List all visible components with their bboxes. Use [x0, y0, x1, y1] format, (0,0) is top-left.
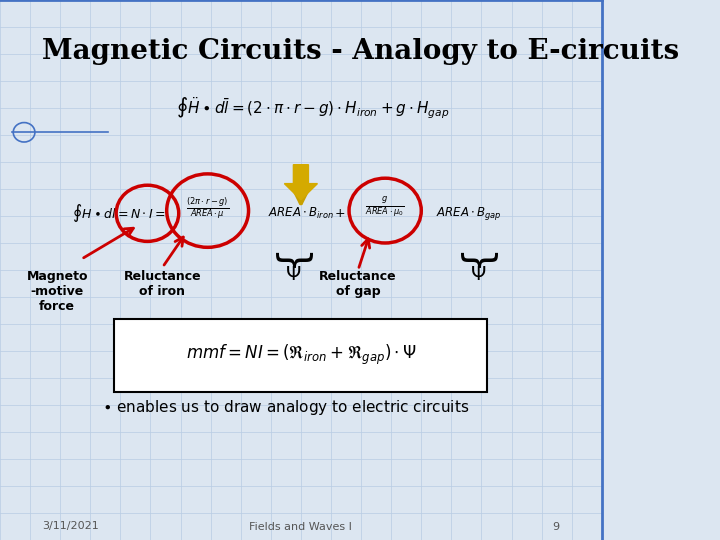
Text: 9: 9	[552, 522, 559, 531]
Text: $+$: $+$	[334, 207, 346, 220]
Text: $mmf = NI = (\mathfrak{R}_{iron} + \mathfrak{R}_{gap}) \cdot \Psi$: $mmf = NI = (\mathfrak{R}_{iron} + \math…	[186, 343, 416, 367]
Text: $\bullet$ enables us to draw analogy to electric circuits: $\bullet$ enables us to draw analogy to …	[102, 398, 469, 417]
Text: Reluctance
of gap: Reluctance of gap	[319, 270, 397, 298]
Text: Magnetic Circuits - Analogy to E-circuits: Magnetic Circuits - Analogy to E-circuit…	[42, 38, 679, 65]
FancyBboxPatch shape	[114, 319, 487, 392]
Text: $\oint H \bullet dl = N \cdot I =$: $\oint H \bullet dl = N \cdot I =$	[72, 202, 166, 224]
Text: Reluctance
of iron: Reluctance of iron	[124, 270, 202, 298]
Text: Magneto
-motive
force: Magneto -motive force	[27, 270, 88, 313]
Text: $\}$: $\}$	[273, 246, 314, 268]
Text: Fields and Waves I: Fields and Waves I	[249, 522, 352, 531]
FancyArrow shape	[284, 165, 318, 200]
Text: $AREA \cdot B_{gap}$: $AREA \cdot B_{gap}$	[436, 205, 502, 222]
Text: 3/11/2021: 3/11/2021	[42, 522, 99, 531]
Text: $\oint \ddot{H} \bullet d\bar{l} = (2 \cdot \pi \cdot r - g) \cdot H_{iron} + g : $\oint \ddot{H} \bullet d\bar{l} = (2 \c…	[176, 96, 450, 120]
Text: $\Psi$: $\Psi$	[285, 266, 301, 285]
Text: $\frac{(2\pi \cdot r - g)}{AREA \cdot \mu}$: $\frac{(2\pi \cdot r - g)}{AREA \cdot \m…	[186, 195, 229, 220]
Text: $\frac{g}{AREA \cdot \mu_0}$: $\frac{g}{AREA \cdot \mu_0}$	[365, 197, 405, 219]
Text: $AREA \cdot B_{iron}$: $AREA \cdot B_{iron}$	[268, 206, 334, 221]
Text: $\Psi$: $\Psi$	[470, 266, 487, 285]
Text: $\}$: $\}$	[458, 246, 499, 268]
